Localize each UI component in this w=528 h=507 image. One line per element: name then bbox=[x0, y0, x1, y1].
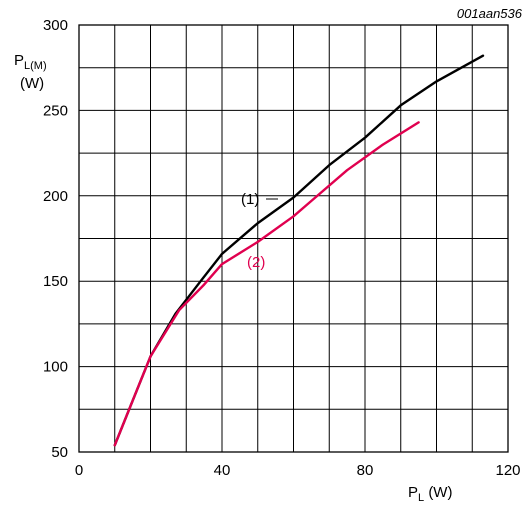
y-axis-subscript: L(M) bbox=[24, 60, 47, 72]
figure-code: 001aan536 bbox=[456, 6, 522, 21]
x-tick-label: 80 bbox=[357, 462, 374, 479]
y-axis-label: PL(M) (W) bbox=[14, 52, 47, 92]
y-tick-label: 250 bbox=[43, 102, 68, 119]
y-tick-label: 150 bbox=[43, 273, 68, 290]
y-tick-label: 200 bbox=[43, 188, 68, 205]
series-label-2: (2) bbox=[247, 254, 265, 271]
series-line-2 bbox=[113, 121, 420, 447]
x-axis-subscript: L bbox=[418, 492, 425, 504]
y-tick-label: 300 bbox=[43, 17, 68, 34]
x-axis-symbol: P bbox=[408, 484, 419, 501]
x-tick-label: 40 bbox=[214, 462, 231, 479]
series-label-1: (1) bbox=[241, 191, 259, 208]
y-tick-label: 50 bbox=[51, 444, 68, 461]
x-tick-label: 0 bbox=[75, 462, 83, 479]
series-line-1 bbox=[113, 54, 485, 447]
x-axis-unit: (W) bbox=[428, 484, 453, 501]
plot-frame bbox=[78, 24, 509, 453]
x-axis-label: PL (W) bbox=[408, 484, 452, 507]
x-tick-label: 120 bbox=[495, 462, 520, 479]
y-axis-unit: (W) bbox=[20, 75, 45, 92]
y-tick-label: 100 bbox=[43, 359, 68, 376]
y-axis-symbol: P bbox=[14, 52, 25, 69]
